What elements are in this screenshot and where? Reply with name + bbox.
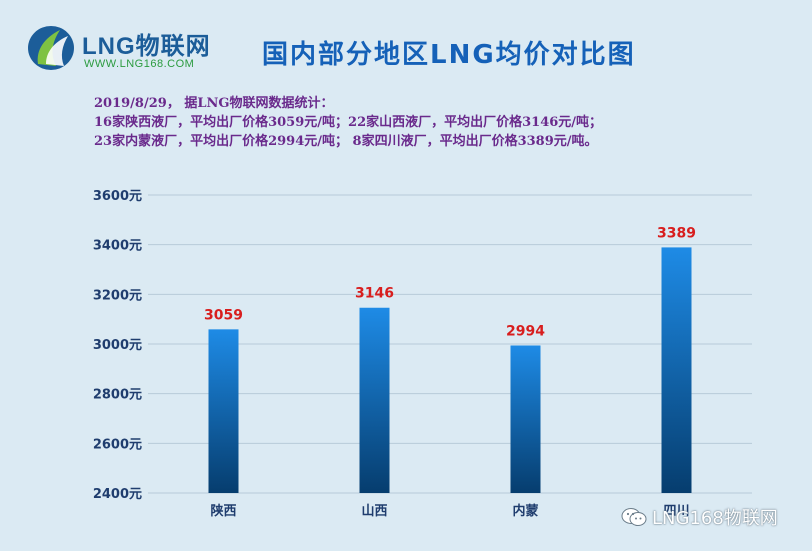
- note-line: 16家陕西液厂，平均出厂价格3059元/吨；22家山西液厂，平均出厂价格3146…: [94, 115, 603, 130]
- watermark-text: LNG168物联网: [652, 508, 778, 529]
- y-tick-label: 2600元: [93, 437, 142, 452]
- logo-url: WWW.LNG168.COM: [84, 58, 195, 70]
- y-tick-label: 2800元: [93, 388, 142, 403]
- x-tick-label: 内蒙: [512, 503, 538, 519]
- bar-chart: 2400元 2600元 2800元 3000元 3200元 3400元 3600元 3059…: [93, 189, 752, 519]
- bar-内蒙: [510, 345, 541, 493]
- y-tick-label: 3600元: [93, 189, 142, 204]
- logo-emblem-icon: [28, 26, 74, 70]
- y-tick-label: 3200元: [93, 288, 142, 303]
- page-title: 国内部分地区LNG均价对比图: [262, 40, 636, 70]
- data-label: 2994: [506, 323, 545, 339]
- watermark: LNG168物联网: [620, 502, 802, 532]
- x-tick-label: 山西: [361, 503, 387, 519]
- summary-notes: 2019/8/29， 据LNG物联网数据统计： 16家陕西液厂，平均出厂价格30…: [94, 94, 602, 151]
- x-tick-label: 四川: [663, 504, 689, 519]
- y-tick-label: 3000元: [93, 338, 142, 353]
- bar-四川: [661, 247, 692, 493]
- wechat-icon: [621, 508, 647, 526]
- logo: LNG物联网 WWW.LNG168.COM: [24, 20, 224, 74]
- y-tick-label: 3400元: [93, 239, 142, 254]
- y-tick-label: 2400元: [93, 487, 142, 502]
- note-line: 23家内蒙液厂，平均出厂价格2994元/吨； 8家四川液厂，平均出厂价格3389…: [94, 134, 598, 149]
- logo-text: LNG物联网: [82, 33, 211, 60]
- data-label: 3059: [204, 307, 243, 323]
- data-label: 3389: [657, 225, 696, 241]
- x-tick-label: 陕西: [210, 503, 236, 519]
- bar-陕西: [208, 329, 239, 493]
- data-label: 3146: [355, 286, 394, 302]
- note-line: 2019/8/29， 据LNG物联网数据统计：: [94, 96, 334, 111]
- bar-山西: [359, 307, 390, 493]
